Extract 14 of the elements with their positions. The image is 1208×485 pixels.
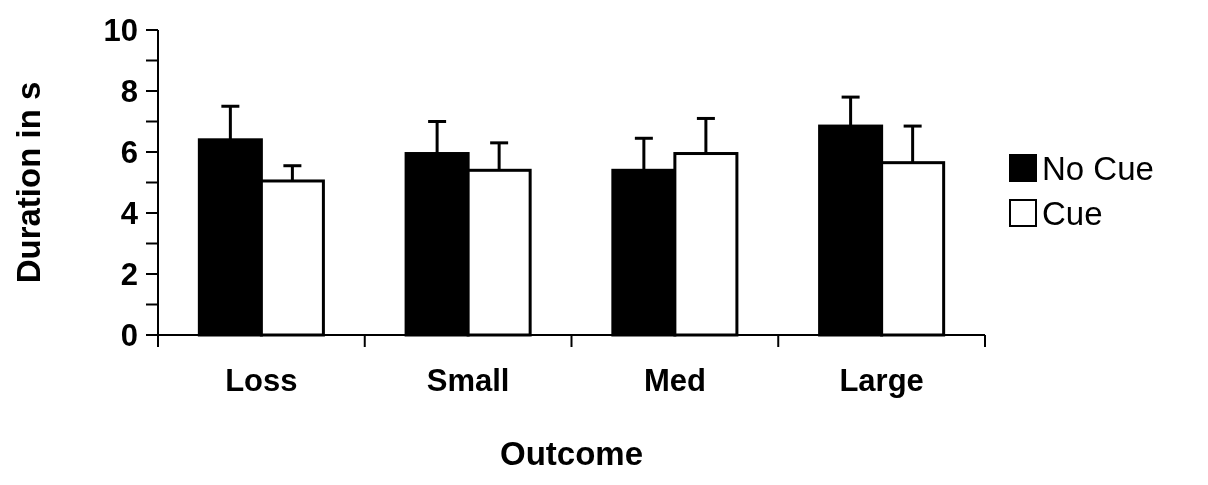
y-tick-label: 10 (103, 12, 138, 48)
legend-label: No Cue (1042, 149, 1154, 187)
x-tick-label: Med (643, 363, 706, 398)
x-axis-title: Outcome (499, 435, 644, 472)
y-tick-label: 2 (120, 256, 138, 292)
y-tick-label: 4 (120, 195, 139, 231)
legend-label: Cue (1042, 194, 1103, 232)
y-tick-label: 0 (120, 317, 138, 353)
y-tick-label: 8 (120, 73, 138, 109)
x-tick-label: Loss (225, 363, 298, 398)
y-axis-title: Duration in s (10, 81, 47, 284)
x-tick-label: Small (426, 363, 510, 398)
y-tick-label: 6 (120, 134, 138, 170)
x-tick-label: Large (839, 363, 924, 398)
